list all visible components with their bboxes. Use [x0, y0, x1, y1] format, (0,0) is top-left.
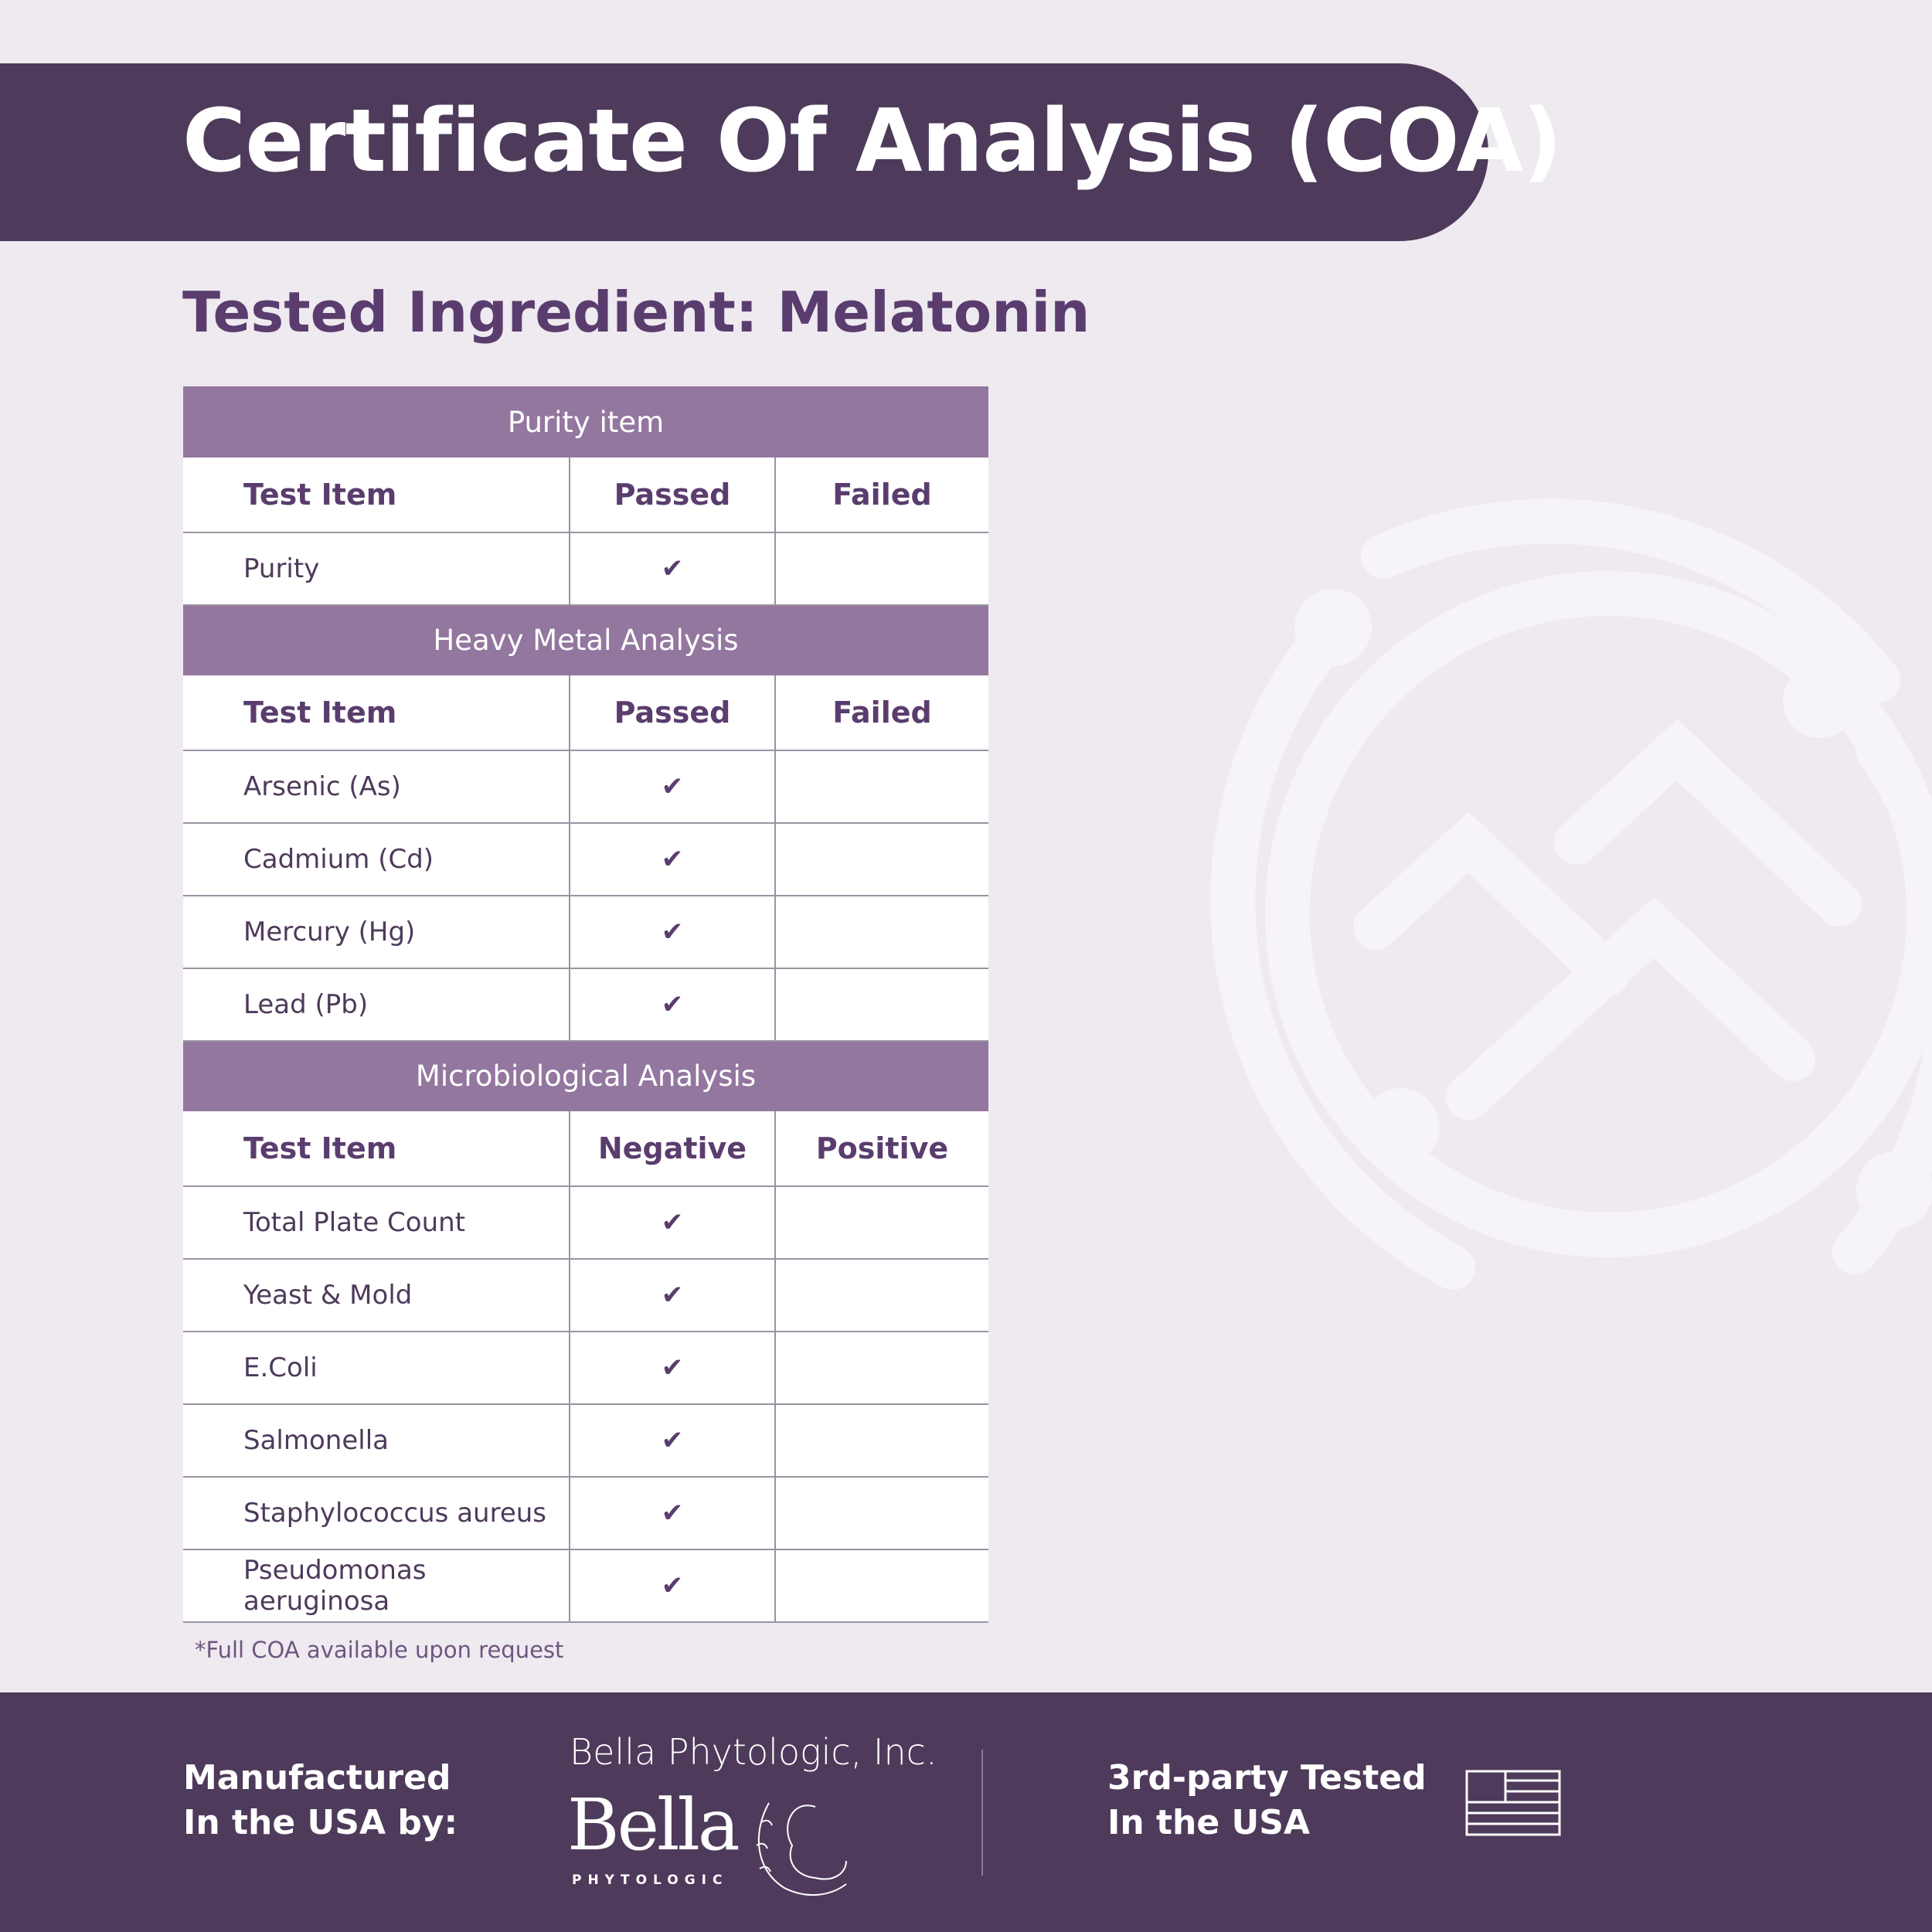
test-item: Total Plate Count — [183, 1185, 570, 1260]
result-cell — [774, 532, 989, 606]
result-cell: ✔ — [569, 1185, 776, 1260]
manufactured-text: Manufactured In the USA by: — [183, 1756, 457, 1845]
column-header: Failed — [774, 674, 989, 751]
text-line: Manufactured — [183, 1758, 451, 1798]
column-header: Passed — [569, 456, 776, 533]
result-cell — [774, 1331, 989, 1405]
table-row: Mercury (Hg) ✔ — [183, 895, 989, 969]
section-header-row: Microbiological Analysis — [183, 1040, 989, 1111]
result-cell — [774, 822, 989, 896]
company-name: Bella Phytologic, Inc. — [570, 1731, 937, 1773]
section-title: Microbiological Analysis — [183, 1040, 989, 1111]
text-line: 3rd-party Tested — [1107, 1758, 1427, 1798]
title: Certificate Of Analysis (COA) — [182, 91, 1562, 192]
test-item: Salmonella — [183, 1403, 570, 1478]
table-row: Lead (Pb) ✔ — [183, 968, 989, 1042]
text-line: In the USA by: — [183, 1803, 458, 1842]
table-row: Salmonella ✔ — [183, 1403, 989, 1478]
logo-subname: PHYTOLOGIC — [572, 1872, 729, 1888]
result-cell — [774, 895, 989, 969]
column-header: Negative — [569, 1110, 776, 1187]
column-header: Positive — [774, 1110, 989, 1187]
result-cell: ✔ — [569, 1476, 776, 1550]
tested-text: 3rd-party Tested In the USA — [1107, 1756, 1427, 1845]
flag-icon — [1465, 1770, 1561, 1836]
logo-line — [787, 1804, 847, 1880]
text-line: In the USA — [1107, 1803, 1311, 1842]
test-item: Yeast & Mold — [183, 1258, 570, 1332]
logo-leaf — [756, 1819, 773, 1872]
section-title: Heavy Metal Analysis — [183, 604, 989, 675]
table-row: Total Plate Count ✔ — [183, 1185, 989, 1260]
logo-emblem — [756, 1802, 847, 1896]
result-cell: ✔ — [569, 750, 776, 824]
column-header: Failed — [774, 456, 989, 533]
table-row: Arsenic (As) ✔ — [183, 750, 989, 824]
test-item: Mercury (Hg) — [183, 895, 570, 969]
column-header-row: Test Item Passed Failed — [183, 456, 989, 533]
result-cell: ✔ — [569, 822, 776, 896]
test-item: Arsenic (As) — [183, 750, 570, 824]
flag-canton — [1465, 1770, 1507, 1804]
watermark-dot — [1294, 589, 1372, 666]
footer — [0, 1692, 1932, 1932]
coa-table: Purity item Test Item Passed Failed Purity ✔ H… — [183, 386, 989, 1623]
logo-name: Bella — [567, 1784, 740, 1866]
table-row: Cadmium (Cd) ✔ — [183, 822, 989, 896]
result-cell — [774, 1549, 989, 1623]
result-cell: ✔ — [569, 1403, 776, 1478]
divider — [981, 1750, 983, 1876]
result-cell — [774, 1403, 989, 1478]
watermark-mountains — [1353, 719, 1862, 1120]
test-item: E.Coli — [183, 1331, 570, 1405]
table-row: E.Coli ✔ — [183, 1331, 989, 1405]
column-header-row: Test Item Negative Positive — [183, 1110, 989, 1187]
footnote: *Full COA available upon request — [195, 1637, 564, 1663]
result-cell — [774, 1258, 989, 1332]
result-cell — [774, 750, 989, 824]
watermark-dot — [1362, 1088, 1440, 1165]
column-header: Test Item — [183, 456, 570, 533]
test-item: Staphylococcus aureus — [183, 1476, 570, 1550]
result-cell: ✔ — [569, 532, 776, 606]
test-item: Lead (Pb) — [183, 968, 570, 1042]
watermark-dot — [1783, 664, 1857, 738]
result-cell: ✔ — [569, 1549, 776, 1623]
logo-line — [757, 1802, 847, 1896]
watermark-arc — [1210, 611, 1475, 1290]
result-cell: ✔ — [569, 1258, 776, 1332]
test-item: Purity — [183, 532, 570, 606]
table-row: Yeast & Mold ✔ — [183, 1258, 989, 1332]
test-item: Cadmium (Cd) — [183, 822, 570, 896]
result-cell: ✔ — [569, 895, 776, 969]
result-cell: ✔ — [569, 1331, 776, 1405]
watermark-dot — [1856, 1151, 1932, 1229]
table-body: Purity item Test Item Passed Failed Purity ✔ H… — [183, 386, 989, 1623]
column-header: Test Item — [183, 1110, 570, 1187]
section-title: Purity item — [183, 386, 989, 457]
flag-stripes — [1467, 1779, 1560, 1825]
result-cell — [774, 1476, 989, 1550]
test-item: Pseudomonas aeruginosa — [183, 1549, 570, 1623]
result-cell — [774, 1185, 989, 1260]
table-row: Purity ✔ — [183, 532, 989, 606]
subtitle: Tested Ingredient: Melatonin — [182, 280, 1090, 345]
column-header-row: Test Item Passed Failed — [183, 674, 989, 751]
header-bar — [0, 63, 1488, 241]
section-header-row: Purity item — [183, 386, 989, 457]
watermark-arc — [1361, 498, 1900, 702]
table-row: Pseudomonas aeruginosa ✔ — [183, 1549, 989, 1623]
table-row: Staphylococcus aureus ✔ — [183, 1476, 989, 1550]
result-cell — [774, 968, 989, 1042]
section-header-row: Heavy Metal Analysis — [183, 604, 989, 675]
column-header: Passed — [569, 674, 776, 751]
watermark-ring — [1265, 571, 1932, 1257]
result-cell: ✔ — [569, 968, 776, 1042]
column-header: Test Item — [183, 674, 570, 751]
